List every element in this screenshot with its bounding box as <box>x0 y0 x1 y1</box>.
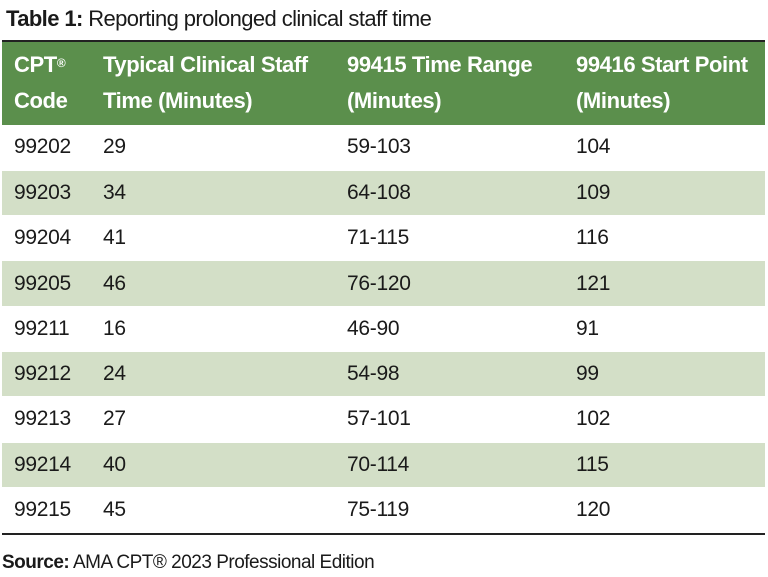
cell-99415-range: 71-115 <box>335 215 564 261</box>
cell-cpt-code: 99205 <box>2 260 91 307</box>
cell-typical-time: 41 <box>91 215 335 261</box>
cell-cpt-code: 99202 <box>2 125 91 171</box>
cell-99415-range: 54-98 <box>335 350 564 397</box>
cell-cpt-code: 99213 <box>2 396 91 443</box>
table-container: CPT® Code Typical Clinical Staff Time (Min… <box>2 40 765 535</box>
cell-typical-time: 27 <box>91 396 335 443</box>
table-row: 99215 45 75-119 120 <box>2 486 765 533</box>
header-cpt-code: CPT® Code <box>2 42 91 125</box>
cell-typical-time: 34 <box>91 169 335 216</box>
prolonged-staff-time-table: CPT® Code Typical Clinical Staff Time (Min… <box>2 42 765 533</box>
cell-99415-range: 46-90 <box>335 305 564 352</box>
cell-cpt-code: 99203 <box>2 169 91 216</box>
header-typical-line2: Time (Minutes) <box>103 88 253 113</box>
table-row: 99214 40 70-114 115 <box>2 441 765 488</box>
table-row: 99205 46 76-120 121 <box>2 260 765 307</box>
cell-99415-range: 75-119 <box>335 486 564 533</box>
cell-99415-range: 57-101 <box>335 396 564 443</box>
table-row: 99204 41 71-115 116 <box>2 215 765 261</box>
cell-99415-range: 64-108 <box>335 169 564 216</box>
header-typical-line1: Typical Clinical Staff <box>103 52 308 77</box>
header-range-line1: 99415 Time Range <box>347 52 533 77</box>
caption-text: Reporting prolonged clinical staff time <box>88 6 432 31</box>
header-cpt-line2: Code <box>14 88 68 113</box>
cell-99416-start: 104 <box>564 125 765 171</box>
cell-cpt-code: 99212 <box>2 350 91 397</box>
table-row: 99212 24 54-98 99 <box>2 350 765 397</box>
cell-99415-range: 59-103 <box>335 125 564 171</box>
cell-99416-start: 99 <box>564 350 765 397</box>
header-range-line2: (Minutes) <box>347 88 442 113</box>
cell-typical-time: 16 <box>91 305 335 352</box>
table-caption: Table 1: Reporting prolonged clinical st… <box>6 2 432 36</box>
cell-99416-start: 102 <box>564 396 765 443</box>
table-row: 99211 16 46-90 91 <box>2 305 765 352</box>
source-label: Source: <box>2 552 70 573</box>
cell-typical-time: 29 <box>91 125 335 171</box>
cell-99416-start: 115 <box>564 441 765 488</box>
table-body: 99202 29 59-103 104 99203 34 64-108 109 99204 41 7… <box>2 125 765 533</box>
header-typical-staff-time: Typical Clinical Staff Time (Minutes) <box>91 42 335 125</box>
cell-typical-time: 46 <box>91 260 335 307</box>
cell-99415-range: 76-120 <box>335 260 564 307</box>
cell-typical-time: 24 <box>91 350 335 397</box>
cell-99415-range: 70-114 <box>335 441 564 488</box>
cell-99416-start: 91 <box>564 305 765 352</box>
source-text: AMA CPT® 2023 Professional Edition <box>72 552 375 573</box>
cell-typical-time: 45 <box>91 486 335 533</box>
cell-cpt-code: 99214 <box>2 441 91 488</box>
cell-99416-start: 120 <box>564 486 765 533</box>
header-99416-start-point: 99416 Start Point (Minutes) <box>564 42 765 125</box>
table-row: 99202 29 59-103 104 <box>2 125 765 171</box>
table-row: 99203 34 64-108 109 <box>2 169 765 216</box>
cell-cpt-code: 99211 <box>2 305 91 352</box>
cell-99416-start: 109 <box>564 169 765 216</box>
header-row: CPT® Code Typical Clinical Staff Time (Min… <box>2 42 765 125</box>
table-row: 99213 27 57-101 102 <box>2 396 765 443</box>
header-start-line1: 99416 Start Point <box>576 52 748 77</box>
header-cpt-line1: CPT <box>14 52 57 77</box>
header-start-line2: (Minutes) <box>576 88 671 113</box>
cell-99416-start: 116 <box>564 215 765 261</box>
source-note: Source: AMA CPT® 2023 Professional Editi… <box>2 550 375 576</box>
cell-typical-time: 40 <box>91 441 335 488</box>
cell-cpt-code: 99204 <box>2 215 91 261</box>
cell-cpt-code: 99215 <box>2 486 91 533</box>
registered-mark: ® <box>56 56 66 70</box>
header-99415-time-range: 99415 Time Range (Minutes) <box>335 42 564 125</box>
caption-label: Table 1: <box>6 6 83 31</box>
table-header: CPT® Code Typical Clinical Staff Time (Min… <box>2 42 765 125</box>
cell-99416-start: 121 <box>564 260 765 307</box>
